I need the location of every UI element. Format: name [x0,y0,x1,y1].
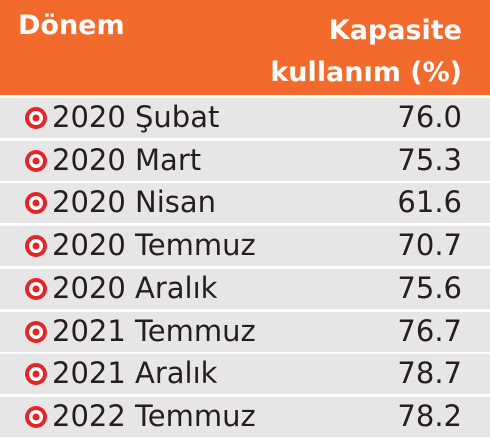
table-row: 2021 Aralık 78.7 [0,354,490,395]
bullet-ring [32,157,40,165]
bullet-ring [32,328,40,335]
value-cell: 76.0 [397,100,462,134]
value-cell: 78.2 [397,398,462,433]
table-row: 2021 Temmuz 76.7 [0,311,490,352]
period-cell: 2020 Mart [52,142,202,177]
bullet-ring [32,285,40,293]
bullet-icon [25,363,47,386]
bullet-ring [32,370,40,378]
table-row: 2020 Temmuz 70.7 [0,226,490,267]
table-row: 2020 Nisan 61.6 [0,183,490,224]
header-cell: Dönem [18,10,125,41]
bullet-ring [32,413,40,421]
table-row: 2022 Temmuz 78.2 [0,396,490,437]
header-line: kullanım (%) [270,57,462,88]
bullet-icon [25,277,47,300]
period-cell: 2020 Aralık [52,270,218,305]
value-cell: 76.7 [397,313,462,348]
bullet-icon [25,192,47,215]
table-row: 2020 Mart 75.3 [0,140,490,181]
header-cell: Kapasite kullanım (%) [270,10,462,94]
bullet-icon [25,405,47,428]
period-cell: 2020 Nisan [52,185,217,220]
table-row: 2020 Aralık 75.6 [0,268,490,309]
bullet-icon [25,235,47,258]
bullet-icon [25,107,47,129]
value-cell: 75.6 [397,270,462,305]
value-cell: 75.3 [397,142,462,177]
bullet-ring [32,242,40,250]
bullet-ring [32,199,40,207]
bullet-icon [25,149,47,172]
period-cell: 2021 Aralık [52,356,218,391]
period-cell: 2021 Temmuz [52,313,256,348]
value-cell: 78.7 [397,356,462,391]
table-row: 2020 Şubat 76.0 [0,98,490,138]
bullet-ring [32,114,40,122]
header-line: Kapasite [328,15,462,46]
bullet-icon [25,320,47,343]
period-cell: 2020 Temmuz [52,228,256,263]
period-cell: 2020 Şubat [52,100,220,134]
value-cell: 70.7 [397,228,462,263]
table-header: Dönem Kapasite kullanım (%) [0,0,490,95]
period-cell: 2022 Temmuz [52,398,256,433]
value-cell: 61.6 [397,185,462,220]
